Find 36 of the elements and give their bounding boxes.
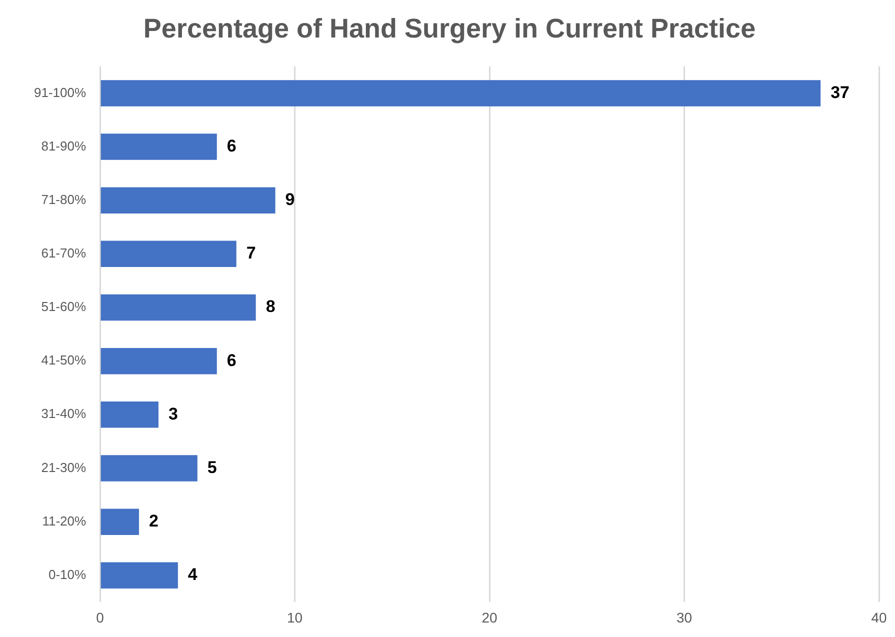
bar xyxy=(100,402,158,428)
chart-title: Percentage of Hand Surgery in Current Practice xyxy=(143,14,756,44)
y-tick-label: 41-50% xyxy=(41,352,86,368)
data-label: 4 xyxy=(188,565,198,584)
y-tick-label: 31-40% xyxy=(41,406,86,422)
bar xyxy=(100,240,236,268)
bar xyxy=(100,562,178,589)
bar xyxy=(100,348,217,374)
bar xyxy=(100,508,139,535)
bar xyxy=(100,294,256,321)
data-label: 37 xyxy=(830,82,850,102)
bar xyxy=(100,187,276,214)
data-label: 8 xyxy=(266,297,276,316)
bar xyxy=(100,455,198,482)
x-tick-label: 30 xyxy=(676,609,692,626)
y-tick-label: 91-100% xyxy=(34,84,86,100)
data-label: 3 xyxy=(168,404,178,424)
data-label: 6 xyxy=(226,136,236,156)
y-tick-label: 21-30% xyxy=(41,460,86,475)
y-tick-label: 51-60% xyxy=(41,299,86,314)
y-tick-label: 81-90% xyxy=(41,138,86,154)
y-tick-label: 71-80% xyxy=(41,192,86,207)
data-label: 2 xyxy=(148,512,158,531)
data-label: 9 xyxy=(285,190,295,210)
bar xyxy=(100,134,217,160)
data-label: 6 xyxy=(226,350,236,370)
y-tick-label: 61-70% xyxy=(41,246,86,261)
data-label: 7 xyxy=(246,244,256,263)
data-label: 5 xyxy=(207,458,217,477)
x-tick-label: 20 xyxy=(482,609,498,626)
x-tick-label: 0 xyxy=(96,609,104,626)
x-tick-label: 10 xyxy=(286,609,303,626)
y-tick-label: 11-20% xyxy=(42,513,86,528)
y-tick-label: 0-10% xyxy=(48,566,86,582)
x-tick-label: 40 xyxy=(871,609,887,626)
bar xyxy=(100,80,821,106)
